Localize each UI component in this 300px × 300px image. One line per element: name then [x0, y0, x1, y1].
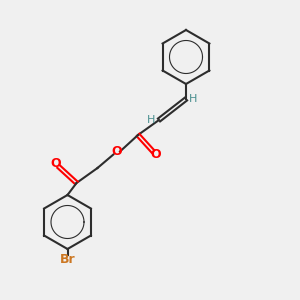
- Text: O: O: [111, 145, 122, 158]
- Text: O: O: [151, 148, 161, 161]
- Text: H: H: [147, 115, 156, 125]
- Text: H: H: [189, 94, 198, 104]
- Text: O: O: [50, 157, 61, 170]
- Text: Br: Br: [60, 253, 75, 266]
